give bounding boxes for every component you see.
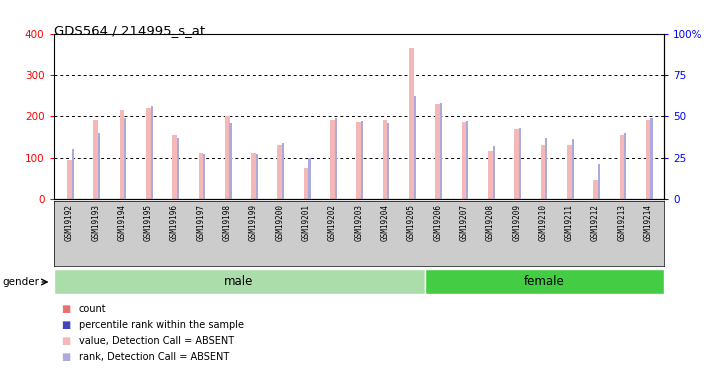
- Text: count: count: [79, 304, 106, 314]
- Text: ■: ■: [61, 336, 70, 346]
- Text: GSM19193: GSM19193: [91, 204, 100, 241]
- Bar: [251, 153, 256, 199]
- Bar: [540, 145, 545, 199]
- Text: GSM19210: GSM19210: [538, 204, 548, 241]
- Bar: [646, 120, 650, 199]
- Text: GSM19206: GSM19206: [433, 204, 442, 241]
- Text: GSM19211: GSM19211: [565, 204, 574, 241]
- Bar: [225, 116, 230, 199]
- Text: GSM19202: GSM19202: [328, 204, 337, 241]
- Bar: [172, 135, 177, 199]
- Text: GSM19213: GSM19213: [618, 204, 626, 241]
- Text: GSM19212: GSM19212: [591, 204, 600, 241]
- Bar: [120, 110, 124, 199]
- Text: rank, Detection Call = ABSENT: rank, Detection Call = ABSENT: [79, 352, 228, 362]
- Bar: [229, 123, 231, 199]
- Bar: [94, 120, 98, 199]
- Text: GSM19196: GSM19196: [170, 204, 179, 241]
- Bar: [388, 123, 389, 199]
- Bar: [493, 146, 495, 199]
- Bar: [282, 142, 284, 199]
- Text: GSM19197: GSM19197: [196, 204, 206, 241]
- Bar: [545, 138, 548, 199]
- Bar: [356, 123, 361, 199]
- Bar: [462, 123, 466, 199]
- Bar: [567, 145, 572, 199]
- Text: GSM19199: GSM19199: [249, 204, 258, 241]
- Bar: [466, 121, 468, 199]
- Bar: [71, 149, 74, 199]
- Bar: [98, 133, 100, 199]
- Text: gender: gender: [2, 277, 39, 287]
- Bar: [330, 120, 335, 199]
- Text: GSM19194: GSM19194: [118, 204, 126, 241]
- Bar: [571, 140, 573, 199]
- Text: GSM19214: GSM19214: [644, 204, 653, 241]
- Bar: [256, 154, 258, 199]
- Text: GSM19208: GSM19208: [486, 204, 495, 241]
- Text: female: female: [524, 275, 565, 288]
- Bar: [425, 269, 664, 294]
- Text: GSM19200: GSM19200: [276, 204, 284, 241]
- Text: male: male: [224, 275, 253, 288]
- Bar: [308, 158, 311, 199]
- Bar: [177, 138, 179, 199]
- Bar: [620, 135, 624, 199]
- Text: percentile rank within the sample: percentile rank within the sample: [79, 320, 243, 330]
- Text: GSM19205: GSM19205: [407, 204, 416, 241]
- Bar: [650, 118, 653, 199]
- Bar: [436, 104, 440, 199]
- Text: ■: ■: [61, 320, 70, 330]
- Bar: [624, 133, 626, 199]
- Bar: [151, 106, 153, 199]
- Text: GSM19204: GSM19204: [381, 204, 390, 241]
- Text: GSM19201: GSM19201: [301, 204, 311, 241]
- Bar: [383, 120, 388, 199]
- Text: value, Detection Call = ABSENT: value, Detection Call = ABSENT: [79, 336, 233, 346]
- Bar: [335, 118, 337, 199]
- Text: GSM19209: GSM19209: [512, 204, 521, 241]
- Text: GSM19192: GSM19192: [65, 204, 74, 241]
- Bar: [361, 121, 363, 199]
- Bar: [413, 96, 416, 199]
- Bar: [146, 108, 151, 199]
- Text: ■: ■: [61, 304, 70, 314]
- Bar: [124, 118, 126, 199]
- Bar: [519, 128, 521, 199]
- Bar: [440, 103, 442, 199]
- Bar: [593, 180, 598, 199]
- Bar: [278, 145, 282, 199]
- Bar: [203, 154, 205, 199]
- Bar: [54, 269, 425, 294]
- Text: GSM19203: GSM19203: [354, 204, 363, 241]
- Bar: [303, 168, 308, 199]
- Bar: [598, 164, 600, 199]
- Bar: [67, 160, 71, 199]
- Text: GSM19195: GSM19195: [144, 204, 153, 241]
- Bar: [488, 151, 493, 199]
- Bar: [409, 48, 414, 199]
- Text: GSM19198: GSM19198: [223, 204, 232, 241]
- Bar: [198, 153, 203, 199]
- Bar: [514, 129, 519, 199]
- Text: GSM19207: GSM19207: [460, 204, 468, 241]
- Text: GDS564 / 214995_s_at: GDS564 / 214995_s_at: [54, 24, 205, 38]
- Text: ■: ■: [61, 352, 70, 362]
